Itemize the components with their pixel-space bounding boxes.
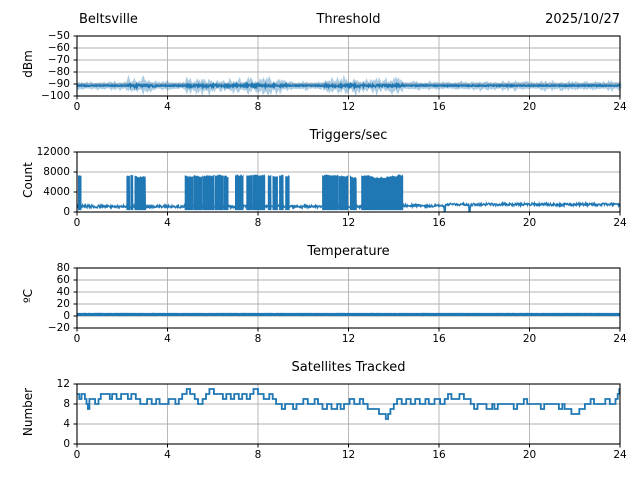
triggers_per_sec-burst: [322, 174, 339, 211]
triggers_per_sec-burst: [279, 174, 284, 211]
x-tick-label: 8: [254, 333, 262, 345]
x-tick-label: 4: [164, 217, 171, 229]
x-tick-label: 16: [432, 217, 446, 229]
triggers_per_sec-burst: [272, 175, 278, 211]
x-tick-label: 0: [73, 217, 81, 229]
y-tick-label: 8: [63, 398, 70, 410]
x-tick-label: 12: [341, 449, 356, 461]
x-tick-label: 4: [164, 333, 171, 345]
y-tick-label: 4000: [43, 186, 70, 198]
x-tick-label: 20: [522, 101, 537, 113]
triggers-title: Triggers/sec: [309, 128, 388, 143]
x-tick-label: 12: [341, 333, 356, 345]
triggers_per_sec-series: [76, 200, 621, 213]
x-tick-label: 8: [254, 217, 262, 229]
x-tick-label: 12: [341, 101, 356, 113]
triggers_per_sec-burst: [202, 174, 215, 211]
temperature-title: Temperature: [307, 244, 390, 259]
x-tick-label: 8: [254, 101, 262, 113]
triggers_per_sec-burst: [223, 175, 229, 211]
y-tick-label: −50: [47, 30, 70, 42]
y-tick-label: 8000: [43, 166, 70, 178]
x-tick-label: 16: [432, 333, 446, 345]
triggers_per_sec-burst: [78, 174, 82, 211]
triggers_per_sec-burst: [193, 174, 203, 211]
triggers_per_sec-burst: [246, 175, 253, 211]
y-tick-label: −20: [47, 322, 70, 334]
x-tick-label: 24: [613, 217, 627, 229]
y-tick-label: 0: [63, 438, 70, 450]
x-tick-label: 16: [432, 449, 446, 461]
triggers_per_sec-burst: [361, 173, 404, 211]
x-tick-label: 20: [522, 217, 537, 229]
y-tick-label: 0: [63, 206, 70, 218]
x-tick-label: 20: [522, 449, 537, 461]
x-tick-label: 0: [73, 101, 81, 113]
y-tick-label: 80: [56, 262, 70, 274]
y-tick-label: 60: [56, 274, 70, 286]
x-tick-label: 4: [164, 101, 171, 113]
x-tick-label: 24: [613, 333, 627, 345]
threshold_dbm-series: [76, 81, 621, 91]
triggers_per_sec-burst: [184, 175, 194, 211]
satellites-title: Satellites Tracked: [291, 360, 406, 375]
triggers-ylabel: Count: [21, 162, 35, 198]
x-tick-label: 16: [432, 101, 446, 113]
x-tick-label: 4: [164, 449, 171, 461]
y-tick-label: −80: [47, 66, 70, 78]
y-tick-label: 12000: [36, 146, 70, 158]
threshold-title: Threshold: [316, 12, 381, 27]
y-tick-label: −100: [41, 90, 70, 102]
y-tick-label: −70: [47, 54, 70, 66]
date-label: 2025/10/27: [545, 12, 620, 27]
triggers_per_sec-burst: [252, 174, 266, 211]
triggers_per_sec-burst: [214, 174, 224, 211]
x-tick-label: 0: [73, 333, 81, 345]
triggers_per_sec-burst: [130, 174, 134, 211]
y-tick-label: −60: [47, 42, 70, 54]
x-tick-label: 24: [613, 449, 627, 461]
y-tick-label: 0: [63, 310, 70, 322]
triggers_per_sec-burst: [267, 174, 272, 211]
x-tick-label: 24: [613, 101, 627, 113]
x-tick-label: 8: [254, 449, 262, 461]
triggers_per_sec-burst: [349, 175, 357, 211]
x-tick-label: 0: [73, 449, 81, 461]
y-tick-label: 20: [56, 298, 70, 310]
y-tick-label: 12: [56, 378, 70, 390]
triggers_per_sec-burst: [285, 174, 290, 211]
satellites-ylabel: Number: [21, 387, 35, 437]
y-tick-label: 4: [63, 418, 70, 430]
triggers_per_sec-burst: [235, 174, 244, 211]
x-tick-label: 20: [522, 333, 537, 345]
y-tick-label: −90: [47, 78, 70, 90]
station-label: Beltsville: [79, 12, 138, 27]
triggers_per_sec-burst: [126, 175, 131, 211]
y-tick-label: 40: [56, 286, 70, 298]
triggers_per_sec-burst: [134, 175, 147, 211]
x-tick-label: 12: [341, 217, 356, 229]
satellites_tracked-series: [77, 388, 621, 420]
triggers_per_sec-burst: [338, 175, 349, 211]
